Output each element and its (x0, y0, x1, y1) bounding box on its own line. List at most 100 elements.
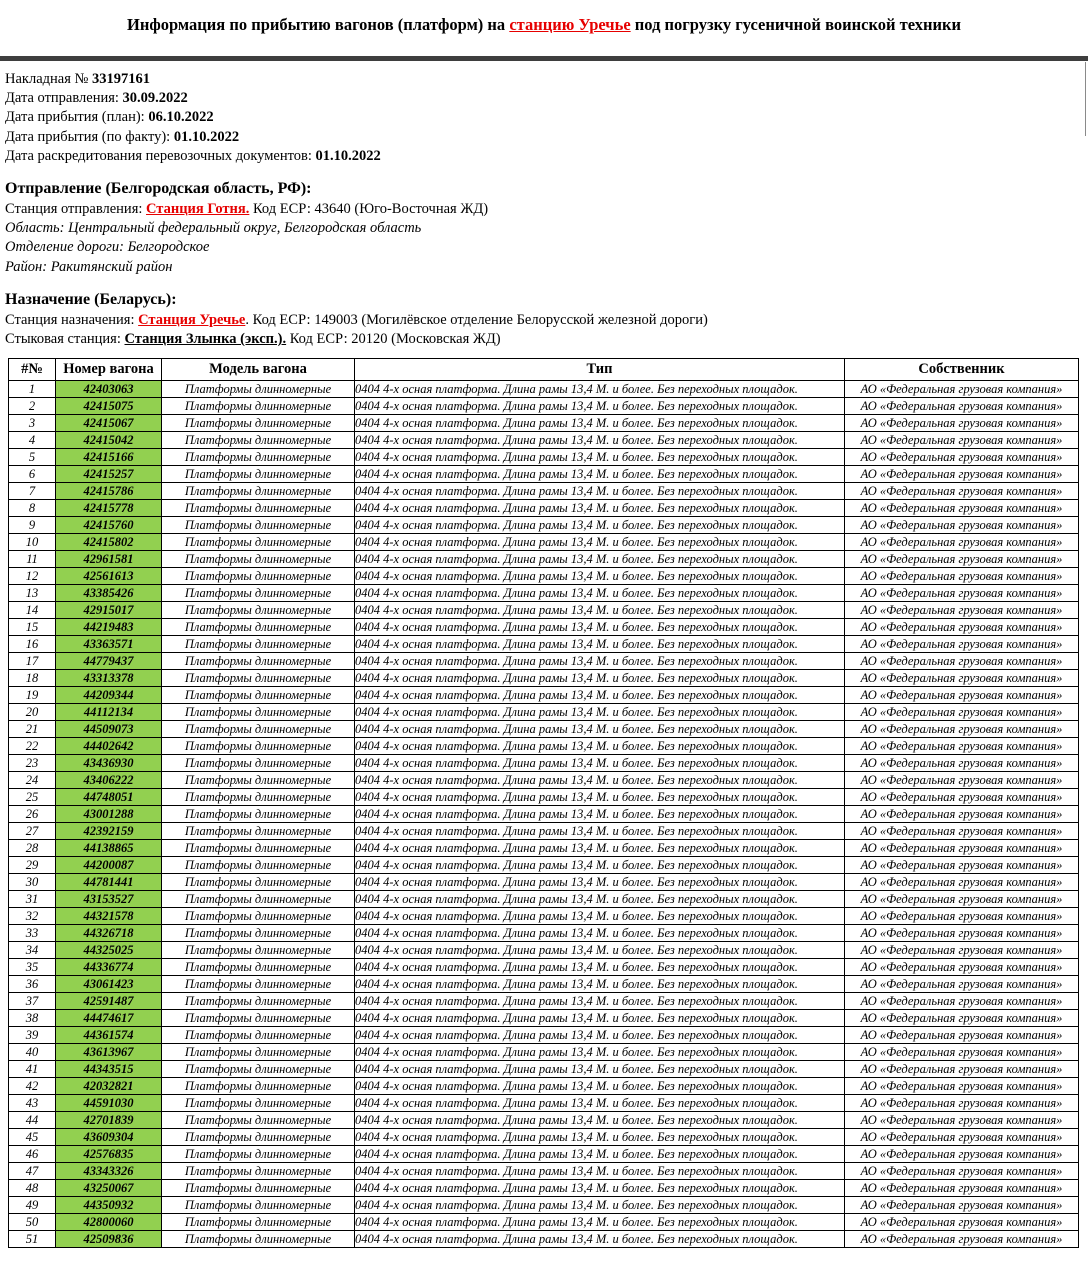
row-index: 19 (8, 686, 56, 705)
wagon-owner: АО «Федеральная грузовая компания» (844, 465, 1079, 484)
wagon-type: 0404 4-х осная платформа. Длина рамы 13,… (354, 890, 845, 909)
table-row: 10 42415802 Платформы длинномерные 0404 4-х… (8, 533, 1079, 552)
wagon-type: 0404 4-х осная платформа. Длина рамы 13,… (354, 873, 845, 892)
wagon-owner: АО «Федеральная грузовая компания» (844, 1043, 1079, 1062)
wagon-type: 0404 4-х осная платформа. Длина рамы 13,… (354, 720, 845, 739)
row-index: 51 (8, 1230, 56, 1249)
wagon-owner: АО «Федеральная грузовая компания» (844, 482, 1079, 501)
wagon-number: 44112134 (55, 703, 162, 722)
wagon-type: 0404 4-х осная платформа. Длина рамы 13,… (354, 499, 845, 518)
col-header-index: #№ (8, 358, 56, 382)
wagon-type: 0404 4-х осная платформа. Длина рамы 13,… (354, 992, 845, 1011)
table-row: 19 44209344 Платформы длинномерные 0404 4-х… (8, 686, 1079, 705)
wagon-type: 0404 4-х осная платформа. Длина рамы 13,… (354, 1009, 845, 1028)
wagon-number: 44325025 (55, 941, 162, 960)
table-row: 26 43001288 Платформы длинномерные 0404 4-х… (8, 805, 1079, 824)
table-row: 40 43613967 Платформы длинномерные 0404 4-х… (8, 1043, 1079, 1062)
wagon-type: 0404 4-х осная платформа. Длина рамы 13,… (354, 703, 845, 722)
origin-division-line: Отделение дороги: Белгородское (5, 239, 210, 256)
junction-station-name: Станция Злынка (эксп.). (124, 331, 287, 348)
wagon-model: Платформы длинномерные (161, 924, 355, 943)
wagon-model: Платформы длинномерные (161, 669, 355, 688)
wagon-number: 43363571 (55, 635, 162, 654)
wagon-owner: АО «Федеральная грузовая компания» (844, 652, 1079, 671)
origin-heading: Отправление (Белгородская область, РФ): (5, 180, 312, 198)
table-row: 20 44112134 Платформы длинномерные 0404 4-х… (8, 703, 1079, 722)
wagon-type: 0404 4-х осная платформа. Длина рамы 13,… (354, 601, 845, 620)
table-row: 29 44200087 Платформы длинномерные 0404 4-х… (8, 856, 1079, 875)
row-index: 9 (8, 516, 56, 535)
wagon-owner: АО «Федеральная грузовая компания» (844, 567, 1079, 586)
wagon-number: 43406222 (55, 771, 162, 790)
wagon-number: 42415778 (55, 499, 162, 518)
table-row: 36 43061423 Платформы длинномерные 0404 4-х… (8, 975, 1079, 994)
origin-station-line: Станция отправления: Станция Готня. Код … (5, 200, 1088, 219)
wagon-model: Платформы длинномерные (161, 499, 355, 518)
junction-station-rest: Код ЕСР: 20120 (Московская ЖД) (286, 331, 501, 348)
wagon-model: Платформы длинномерные (161, 839, 355, 858)
row-index: 44 (8, 1111, 56, 1130)
wagon-type: 0404 4-х осная платформа. Длина рамы 13,… (354, 924, 845, 943)
wagon-number: 43613967 (55, 1043, 162, 1062)
page-edge-line (1085, 62, 1086, 136)
origin-station-label: Станция отправления: (5, 201, 147, 218)
row-index: 49 (8, 1196, 56, 1215)
wagon-model: Платформы длинномерные (161, 533, 355, 552)
wagon-model: Платформы длинномерные (161, 1043, 355, 1062)
origin-station-rest: Код ЕСР: 43640 (Юго-Восточная ЖД) (249, 201, 489, 218)
wagon-type: 0404 4-х осная платформа. Длина рамы 13,… (354, 1094, 845, 1113)
arrival-plan-value: 06.10.2022 (148, 109, 214, 126)
row-index: 11 (8, 550, 56, 569)
origin-station-link[interactable]: Станция Готня. (146, 201, 250, 218)
destination-section: Станция назначения: Станция Уречье. Код … (5, 311, 1088, 349)
table-row: 3 42415067 Платформы длинномерные 0404 4-х … (8, 414, 1079, 433)
wagon-owner: АО «Федеральная грузовая компания» (844, 1162, 1079, 1181)
arrival-plan-line: Дата прибытия (план): 06.10.2022 (5, 108, 1088, 127)
row-index: 37 (8, 992, 56, 1011)
wagon-type: 0404 4-х осная платформа. Длина рамы 13,… (354, 669, 845, 688)
row-index: 27 (8, 822, 56, 841)
wagon-table: #№ Номер вагона Модель вагона Тип Собств… (8, 358, 1079, 1249)
row-index: 23 (8, 754, 56, 773)
wagon-owner: АО «Федеральная грузовая компания» (844, 907, 1079, 926)
row-index: 6 (8, 465, 56, 484)
wagon-model: Платформы длинномерные (161, 737, 355, 756)
wagon-owner: АО «Федеральная грузовая компания» (844, 1196, 1079, 1215)
destination-station-label: Станция назначения: (5, 311, 139, 328)
title-station-link[interactable]: станцию Уречье (509, 15, 631, 34)
wagon-number: 44343515 (55, 1060, 162, 1079)
wagon-owner: АО «Федеральная грузовая компания» (844, 822, 1079, 841)
wagon-type: 0404 4-х осная платформа. Длина рамы 13,… (354, 567, 845, 586)
wagon-model: Платформы длинномерные (161, 482, 355, 501)
row-index: 10 (8, 533, 56, 552)
wagon-number: 44361574 (55, 1026, 162, 1045)
row-index: 24 (8, 771, 56, 790)
wagon-owner: АО «Федеральная грузовая компания» (844, 1213, 1079, 1232)
wagon-owner: АО «Федеральная грузовая компания» (844, 618, 1079, 637)
origin-district-line: Район: Ракитянский район (5, 258, 173, 275)
wagon-owner: АО «Федеральная грузовая компания» (844, 397, 1079, 416)
wagon-type: 0404 4-х осная платформа. Длина рамы 13,… (354, 1162, 845, 1181)
wagon-owner: АО «Федеральная грузовая компания» (844, 703, 1079, 722)
row-index: 14 (8, 601, 56, 620)
row-index: 31 (8, 890, 56, 909)
row-index: 21 (8, 720, 56, 739)
wagon-type: 0404 4-х осная платформа. Длина рамы 13,… (354, 465, 845, 484)
wagon-number: 42415257 (55, 465, 162, 484)
wagon-owner: АО «Федеральная грузовая компания» (844, 1009, 1079, 1028)
wagon-model: Платформы длинномерные (161, 771, 355, 790)
invoice-number: 33197161 (91, 71, 150, 87)
wagon-type: 0404 4-х осная платформа. Длина рамы 13,… (354, 958, 845, 977)
wagon-type: 0404 4-х осная платформа. Длина рамы 13,… (354, 788, 845, 807)
wagon-type: 0404 4-х осная платформа. Длина рамы 13,… (354, 1128, 845, 1147)
table-row: 4 42415042 Платформы длинномерные 0404 4-х … (8, 431, 1079, 450)
destination-station-link[interactable]: Станция Уречье (138, 311, 246, 328)
table-row: 14 42915017 Платформы длинномерные 0404 4-х… (8, 601, 1079, 620)
row-index: 50 (8, 1213, 56, 1232)
wagon-model: Платформы длинномерные (161, 805, 355, 824)
row-index: 40 (8, 1043, 56, 1062)
wagon-owner: АО «Федеральная грузовая компания» (844, 1230, 1079, 1249)
arrival-plan-label: Дата прибытия (план): (5, 109, 149, 126)
wagon-number: 44138865 (55, 839, 162, 858)
destination-station-rest: . Код ЕСР: 149003 (Могилёвское отделение… (245, 311, 708, 328)
